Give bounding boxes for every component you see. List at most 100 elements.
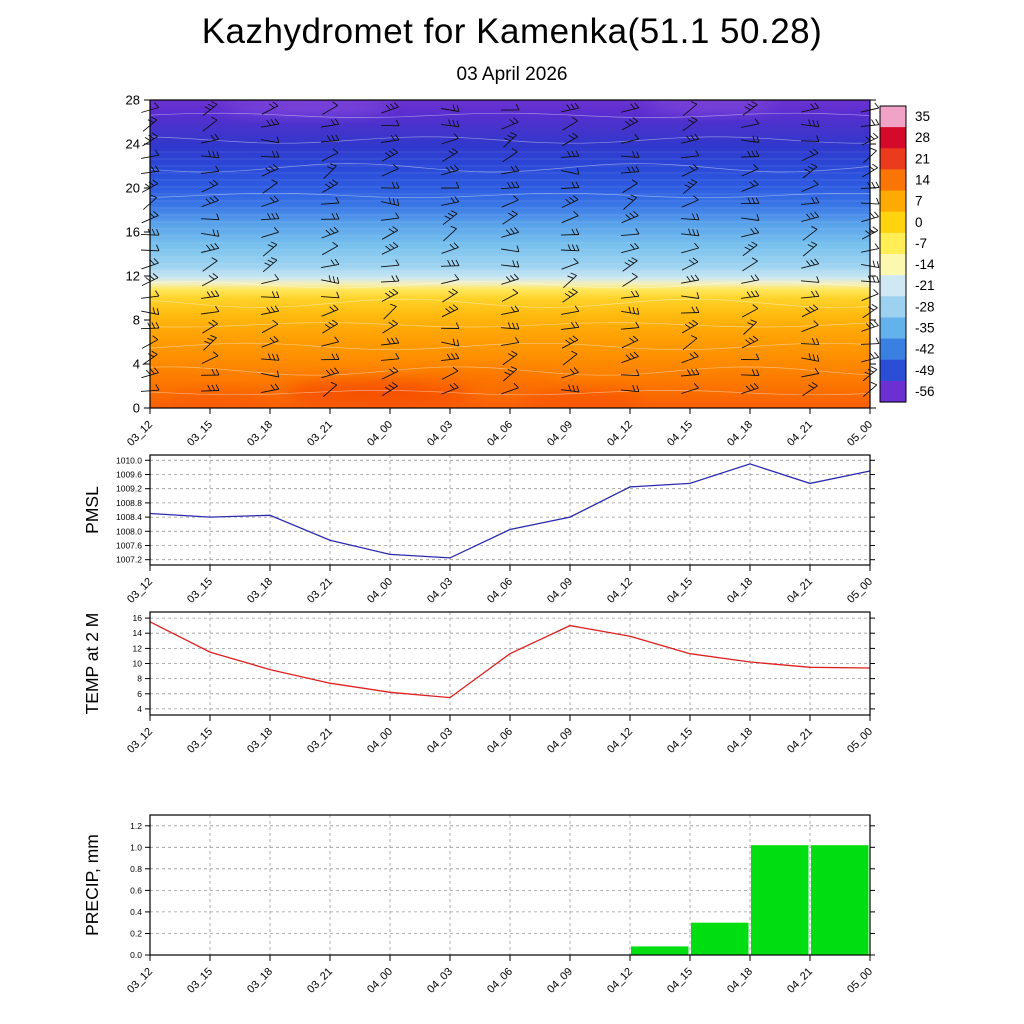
temp2m-curve <box>149 621 871 699</box>
wind-barb-flag <box>868 306 875 311</box>
wind-barb-flag <box>330 163 337 167</box>
colorbar-label: -35 <box>915 321 935 336</box>
x-tick-label: 05_00 <box>845 576 875 606</box>
wind-barb <box>201 295 219 299</box>
wind-barb-flag <box>214 242 220 249</box>
wind-barb-flag <box>268 103 275 109</box>
wind-barb <box>441 246 459 254</box>
y-tick-label: 0.4 <box>130 907 142 917</box>
contour-line <box>150 192 870 199</box>
colorbar-label: -28 <box>915 299 935 314</box>
wind-barb <box>381 201 399 207</box>
wind-barb-flag <box>453 382 459 388</box>
wind-barb <box>561 170 579 175</box>
wind-barb-flag <box>331 213 336 220</box>
wind-barb-flag <box>756 369 760 376</box>
wind-barb-flag <box>392 319 398 325</box>
wind-barb-flag <box>388 228 395 233</box>
wind-barb <box>380 264 400 268</box>
wind-barb-flag <box>215 384 220 391</box>
x-tick-label: 04_18 <box>725 576 755 606</box>
wind-barb-flag <box>455 322 460 329</box>
wind-barb <box>501 248 519 253</box>
wind-barb-flag <box>569 197 575 202</box>
wind-barb-flag <box>755 150 760 157</box>
wind-barb <box>682 337 698 351</box>
wind-barb-flag <box>572 385 576 392</box>
x-tick-label: 03_12 <box>125 576 155 606</box>
wind-barb <box>321 263 339 269</box>
wind-barb-flag <box>874 352 880 358</box>
x-tick-label: 04_12 <box>605 576 635 606</box>
wind-barb-flag <box>631 272 638 278</box>
x-tick-label: 04_12 <box>605 726 635 756</box>
wind-barb-flag <box>814 102 820 109</box>
wind-barb <box>502 151 518 163</box>
y-tick-label: 28 <box>126 93 140 108</box>
wind-barb-flag <box>208 321 215 327</box>
wind-barb-flag <box>267 213 271 220</box>
wind-barb-flag <box>568 337 575 343</box>
wind-barb <box>561 199 579 208</box>
wind-barb-flag <box>153 258 159 264</box>
wind-barb-flag <box>154 102 160 108</box>
wind-barb-flag <box>156 308 160 315</box>
wind-barb-flag <box>691 368 696 376</box>
wind-barb-flag <box>752 135 756 143</box>
wind-barb <box>622 197 638 210</box>
wind-barb-flag <box>692 257 699 263</box>
wind-barb-flag <box>388 384 395 389</box>
wind-barb <box>261 139 279 144</box>
wind-barb-flag <box>573 210 579 217</box>
wind-barb-flag <box>874 102 880 109</box>
wind-barb-flag <box>276 136 280 143</box>
wind-barb <box>681 247 699 254</box>
contour-line <box>150 163 870 173</box>
wind-barb-flag <box>807 166 814 170</box>
wind-barb-flag <box>629 337 635 343</box>
wind-barb <box>200 390 220 392</box>
wind-barb <box>681 155 699 159</box>
colorbar-border <box>879 105 907 403</box>
wind-barb-flag <box>448 306 455 312</box>
wind-barb-flag <box>567 275 574 279</box>
wind-barb-flag <box>385 292 391 298</box>
wind-barb-flag <box>208 150 212 158</box>
wind-barb <box>441 387 459 395</box>
wind-barb-flag <box>269 337 275 343</box>
wind-barb-flag <box>449 384 455 390</box>
x-tick-label: 03_12 <box>125 966 155 996</box>
wind-barb-flag <box>516 260 520 268</box>
wind-barb-flag <box>693 382 699 389</box>
wind-barb-flag <box>391 275 396 282</box>
x-tick-label: 03_21 <box>305 576 335 606</box>
colorbar-segment <box>880 359 906 382</box>
y-tick-label: 8 <box>137 674 142 684</box>
y-tick-label: 0.2 <box>130 929 142 939</box>
wind-barb-flag <box>208 275 215 280</box>
wind-barb <box>741 232 759 238</box>
wind-barb <box>260 218 280 221</box>
wind-barb-flag <box>451 353 456 360</box>
wind-barb-flag <box>507 135 514 139</box>
x-tick-label: 04_09 <box>545 419 575 449</box>
wind-barb-flag <box>389 368 395 374</box>
wind-barb <box>561 262 579 270</box>
wind-barb-flag <box>207 384 212 392</box>
wind-barb-flag <box>869 212 875 219</box>
wind-barb-flag <box>696 229 700 236</box>
warm-patch <box>170 391 274 407</box>
wind-barb-flag <box>636 307 640 315</box>
wind-barb <box>621 215 639 224</box>
wind-barb-flag <box>755 353 760 360</box>
wind-barb <box>741 387 759 395</box>
wind-barb <box>741 139 759 143</box>
y-tick-label: 0.6 <box>130 885 142 895</box>
wind-barb-flag <box>212 319 218 325</box>
wind-barb-flag <box>692 319 699 325</box>
x-tick-label: 03_12 <box>125 726 155 756</box>
wind-barb-flag <box>751 369 756 376</box>
wind-barb-flag <box>516 245 520 252</box>
wind-barb <box>441 279 459 285</box>
wind-barb-flag <box>688 228 692 236</box>
